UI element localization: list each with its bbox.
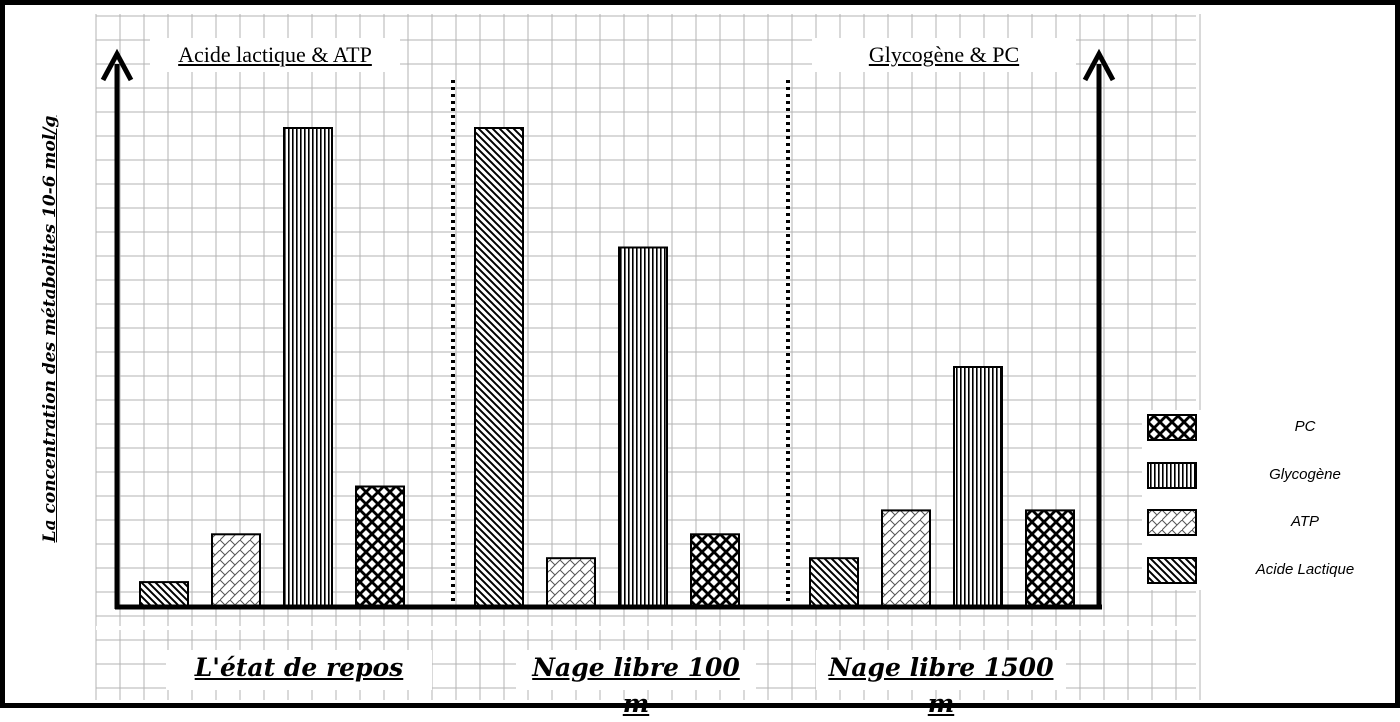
bar-pc-1 — [690, 533, 740, 607]
y-axis-label: La concentration des métabolites 10-6 mo… — [40, 115, 60, 543]
bar-glycog-ne-2 — [953, 366, 1003, 607]
legend-swatch-atp — [1147, 509, 1197, 536]
bar-acide-lactique-1 — [474, 127, 524, 607]
legend-swatch-pc — [1147, 414, 1197, 441]
bar-atp-0 — [211, 533, 261, 607]
legend-label-glycogene: Glycogène — [1269, 466, 1341, 483]
bar-glycog-ne-0 — [283, 127, 333, 607]
legend-swatch-acide-lactique — [1147, 557, 1197, 584]
y-axis-right-arrow — [1082, 48, 1116, 82]
bar-pc-2 — [1025, 509, 1075, 607]
bar-atp-2 — [881, 509, 931, 607]
bar-glycog-ne-1 — [618, 246, 668, 607]
category-label-100m: Nage libre 100 m — [516, 650, 756, 718]
y-axis-left-arrow — [100, 48, 134, 82]
bar-acide-lactique-0 — [139, 581, 189, 607]
legend-label-atp: ATP — [1290, 513, 1320, 530]
legend-swatches — [1147, 414, 1197, 584]
legend: PC Glycogène ATP Acide Lactique — [1142, 410, 1390, 590]
legend-label-pc: PC — [1294, 418, 1316, 435]
bar-acide-lactique-2 — [809, 557, 859, 608]
right-axis-title: Glycogène & PC — [812, 38, 1076, 72]
legend-swatch-glycogene — [1147, 462, 1197, 489]
bar-pc-0 — [355, 485, 405, 607]
legend-label-acide-lactique: Acide Lactique — [1255, 561, 1355, 578]
category-label-1500m: Nage libre 1500 m — [816, 650, 1066, 718]
category-label-rest: L'état de repos — [166, 650, 432, 690]
bar-atp-1 — [546, 557, 596, 608]
left-axis-title: Acide lactique & ATP — [150, 38, 400, 72]
grid-gap — [96, 626, 1196, 630]
